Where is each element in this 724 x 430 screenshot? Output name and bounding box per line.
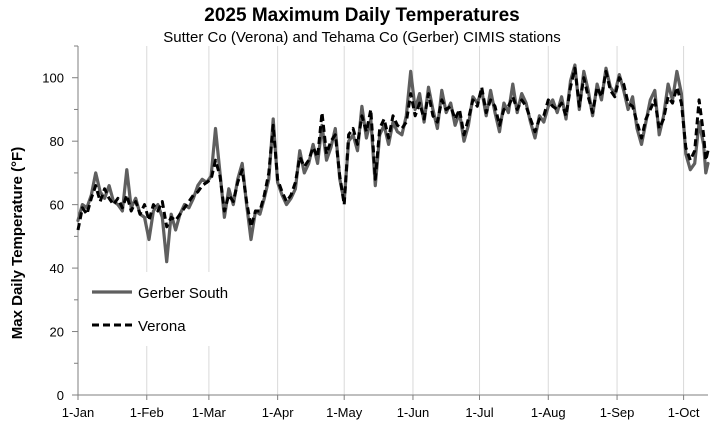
legend-label: Verona	[138, 318, 186, 335]
legend-label: Gerber South	[138, 285, 228, 302]
x-tick-label: 1-Jan	[62, 405, 95, 420]
x-tick-label: 1-Aug	[531, 405, 566, 420]
axes: 1-Jan 1-Feb 1-Mar 1-Apr 1-May 1-Jun 1-Jul 1-Aug…	[42, 45, 708, 420]
x-tick-label: 1-May	[326, 405, 363, 420]
y-tick-label: 60	[50, 198, 64, 213]
legend: Gerber South Verona	[84, 272, 254, 346]
x-tick-label: 1-Feb	[130, 405, 164, 420]
y-tick-label: 0	[57, 388, 64, 403]
series-lines	[76, 63, 710, 264]
y-axis-label: Max Daily Temperature (°F)	[9, 147, 26, 339]
x-tick-label: 1-Sep	[600, 405, 635, 420]
y-tick-label: 40	[50, 261, 64, 276]
y-tick-label: 20	[50, 325, 64, 340]
series-line-verona	[76, 66, 710, 231]
x-tick-label: 1-Apr	[262, 405, 294, 420]
legend-box	[84, 272, 254, 346]
x-tick-label: 1-Mar	[192, 405, 227, 420]
y-tick-label: 100	[42, 71, 64, 86]
x-tick-label: 1-Jul	[465, 405, 493, 420]
x-tick-label: 1-Oct	[668, 405, 700, 420]
chart-title: 2025 Maximum Daily Temperatures	[204, 5, 519, 26]
y-tick-label: 80	[50, 134, 64, 149]
x-tick-label: 1-Jun	[397, 405, 430, 420]
chart-subtitle: Sutter Co (Verona) and Tehama Co (Gerber…	[163, 29, 560, 46]
